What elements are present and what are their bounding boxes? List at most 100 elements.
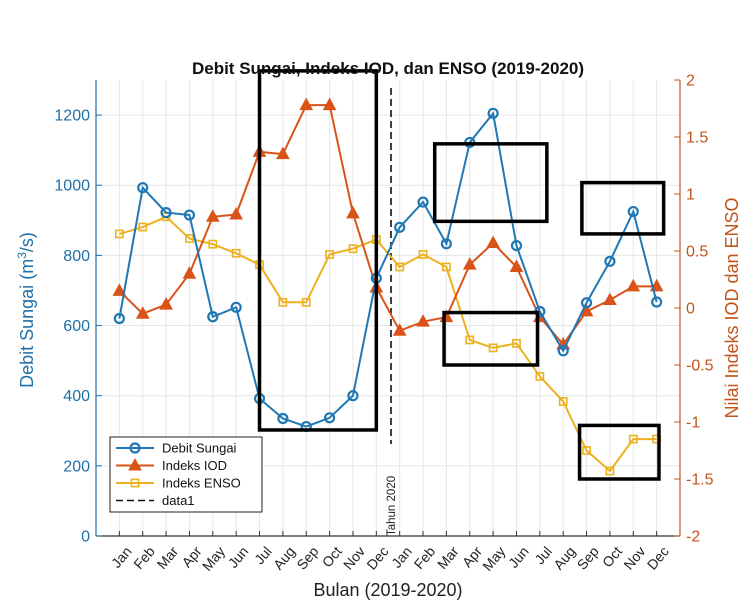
data-point-indeks-iod [229, 206, 244, 220]
x-axis-label: Bulan (2019-2020) [313, 580, 462, 600]
y-tick-label-right: 1.5 [686, 130, 708, 147]
y-tick-label-left: 1200 [54, 108, 90, 125]
data-point-indeks-iod [392, 323, 407, 336]
data-point-indeks-iod [112, 283, 127, 296]
y-axis-left-label-tail: /s) [17, 232, 37, 252]
y-axis-left-label-sup: 3 [15, 252, 29, 259]
y-tick-label-left: 600 [63, 318, 90, 335]
data-point-indeks-iod [159, 297, 173, 310]
data-point-indeks-iod [135, 306, 150, 319]
data-point-indeks-iod [486, 235, 500, 249]
data-point-indeks-enso [278, 297, 288, 307]
data-point-indeks-enso [582, 446, 591, 455]
y-tick-label-right: 2 [686, 73, 695, 90]
highlight-box [442, 310, 540, 367]
highlight-box [580, 180, 666, 236]
legend-label: Debit Sungai [162, 441, 237, 456]
data-point-indeks-iod [462, 257, 477, 270]
data-point-debit-sungai [557, 345, 569, 357]
data-point-indeks-enso [301, 297, 311, 307]
legend-item: Indeks ENSO [116, 476, 241, 491]
y-axis-left-label-main: Debit Sungai [17, 285, 37, 388]
y-axis-left-label-unit: (m [17, 259, 37, 280]
data-point-debit-sungai [129, 442, 141, 454]
data-point-indeks-enso [465, 335, 475, 345]
data-point-debit-sungai [324, 412, 336, 424]
data-point-indeks-iod [205, 209, 220, 222]
legend-label: Indeks ENSO [162, 476, 241, 491]
y-tick-label-right: -0.5 [686, 358, 714, 375]
data-point-debit-sungai [627, 205, 639, 218]
data-point-indeks-iod [626, 278, 641, 292]
y-tick-label-right: -2 [686, 529, 700, 546]
legend: Debit Sungai Indeks IOD Indeks ENSO data1 [109, 436, 263, 513]
data-point-indeks-iod [509, 259, 524, 272]
data-point-debit-sungai [487, 107, 499, 119]
series-line-debit-sungai [118, 110, 658, 428]
data-point-indeks-iod [416, 314, 430, 327]
data-point-indeks-enso [185, 234, 194, 243]
data-point-debit-sungai [417, 196, 429, 208]
highlight-boxes [257, 69, 666, 481]
y-tick-label-right: 1 [686, 187, 695, 204]
data-point-indeks-enso [231, 248, 241, 258]
data-point-indeks-enso [138, 222, 148, 232]
data-point-indeks-iod [128, 457, 142, 471]
highlight-box [257, 69, 379, 432]
data-point-indeks-enso [395, 262, 405, 272]
series-indeks-iod [112, 97, 664, 350]
data-point-indeks-iod [346, 205, 360, 219]
data-point-debit-sungai [137, 182, 149, 194]
highlight-box [577, 423, 661, 481]
data-point-debit-sungai [651, 296, 663, 308]
data-point-indeks-iod [322, 97, 337, 111]
data-point-debit-sungai [394, 221, 406, 233]
data-point-debit-sungai [510, 239, 523, 252]
y-axis-right-label: Nilai Indeks IOD dan ENSO [722, 197, 742, 418]
legend-item: data1 [116, 493, 195, 508]
data-point-debit-sungai [580, 297, 593, 309]
y-tick-label-right: 0.5 [686, 244, 708, 261]
y-tick-label-right: -1 [686, 415, 700, 432]
y-tick-label-right: 0 [686, 301, 695, 318]
data-point-indeks-enso [208, 239, 218, 249]
data-point-indeks-enso [441, 262, 451, 272]
y-tick-label-right: -1.5 [686, 472, 714, 489]
data-point-indeks-iod [182, 266, 197, 279]
data-point-debit-sungai [183, 209, 196, 221]
data-point-indeks-iod [603, 292, 617, 306]
data-point-indeks-enso [418, 250, 428, 259]
data-point-debit-sungai [160, 206, 172, 219]
data-point-indeks-iod [299, 97, 314, 111]
divider-label: Tahun 2020 [386, 476, 398, 536]
data-point-indeks-enso [605, 466, 615, 476]
data-point-debit-sungai [604, 255, 616, 267]
data-point-indeks-enso [512, 338, 521, 348]
highlight-box [432, 142, 549, 224]
data-point-indeks-enso [488, 343, 498, 353]
data-point-indeks-enso [325, 250, 334, 259]
legend-item: Debit Sungai [116, 441, 237, 456]
data-point-debit-sungai [207, 311, 219, 323]
series-line-indeks-iod [118, 104, 657, 347]
data-point-debit-sungai [230, 301, 242, 313]
legend-label: data1 [162, 493, 195, 508]
data-point-debit-sungai [113, 312, 125, 325]
data-point-debit-sungai [277, 412, 289, 425]
legend-box [109, 436, 263, 513]
data-point-indeks-enso [348, 244, 358, 254]
data-point-indeks-enso [130, 478, 140, 488]
y-tick-label-left: 400 [63, 388, 90, 405]
legend-label: Indeks IOD [162, 458, 227, 473]
y-tick-label-left: 1000 [54, 178, 90, 195]
chart-title: Debit Sungai, Indeks IOD, dan ENSO (2019… [192, 59, 584, 78]
y-axis-left-label: Debit Sungai (m3/s) [15, 232, 37, 388]
data-point-debit-sungai [440, 238, 452, 250]
data-point-indeks-enso [558, 397, 568, 406]
legend-item: Indeks IOD [116, 457, 227, 473]
y-tick-label-left: 800 [63, 248, 90, 265]
data-point-indeks-iod [276, 146, 290, 160]
y-tick-label-left: 200 [63, 458, 90, 475]
data-point-indeks-enso [535, 371, 545, 381]
